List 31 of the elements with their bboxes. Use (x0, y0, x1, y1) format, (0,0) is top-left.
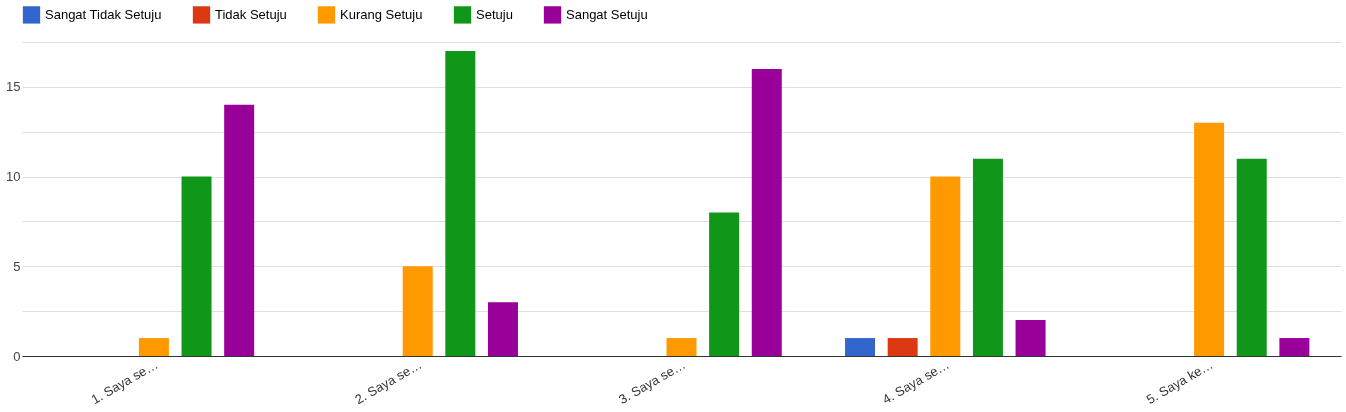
bar (1194, 122, 1225, 356)
bar (845, 338, 876, 356)
bar (1279, 338, 1310, 356)
y-tick-label: 5 (13, 258, 21, 274)
legend-label: Tidak Setuju (215, 6, 287, 22)
legend-label: Setuju (476, 6, 513, 22)
y-tick-label: 0 (13, 348, 21, 364)
y-tick-label: 10 (6, 169, 21, 185)
x-tick-label: 2. Saya se… (352, 356, 425, 407)
legend-label: Sangat Setuju (566, 6, 648, 22)
legend-label: Kurang Setuju (340, 6, 423, 22)
bar (972, 158, 1003, 356)
bar (887, 338, 918, 356)
bar (224, 104, 255, 356)
bar (181, 176, 212, 356)
bar (930, 176, 961, 356)
legend-label: Sangat Tidak Setuju (45, 6, 162, 22)
bar (709, 212, 740, 356)
bar (487, 302, 518, 356)
bar (1236, 158, 1267, 356)
bar (138, 338, 169, 356)
x-tick-label: 4. Saya se… (879, 356, 952, 407)
y-tick-label: 15 (6, 79, 21, 95)
x-tick-label: 5. Saya ke… (1143, 356, 1216, 407)
bar (1015, 320, 1046, 356)
bar (445, 50, 476, 356)
bar (402, 266, 433, 356)
x-tick-label: 1. Saya se… (88, 356, 161, 407)
x-tick-label: 3. Saya se… (616, 356, 688, 407)
bar (751, 68, 782, 356)
bar (666, 338, 697, 356)
